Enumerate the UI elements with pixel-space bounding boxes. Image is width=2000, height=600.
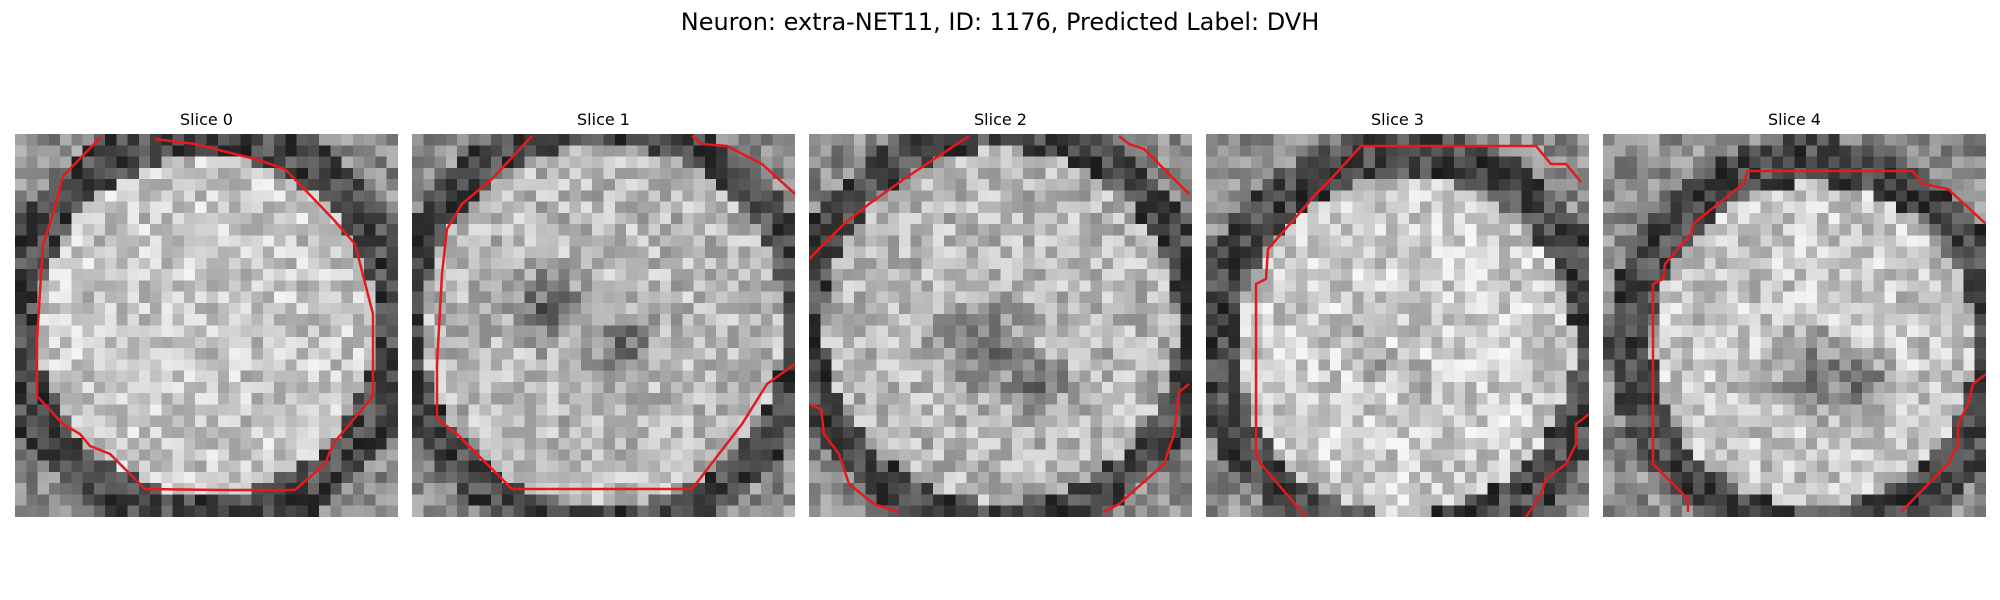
- slice-grayscale-image-3: [1206, 134, 1589, 517]
- cell-contour-1a: [435, 135, 795, 491]
- cell-contour-2a: [809, 134, 970, 260]
- slice-image-1: [412, 134, 795, 517]
- cell-contour-1b: [691, 135, 795, 195]
- slice-contour-overlay-3: [1254, 144, 1589, 517]
- slice-title-2: Slice 2: [974, 110, 1027, 129]
- slice-panel-1: Slice 1: [412, 110, 795, 517]
- slice-contour-overlay-1: [435, 135, 795, 491]
- slice-panel-3: Slice 3: [1206, 110, 1589, 517]
- cell-contour-4a: [1651, 169, 1986, 512]
- cell-contour-3b: [1524, 413, 1589, 517]
- cell-contour-2c: [809, 402, 900, 514]
- slice-title-4: Slice 4: [1768, 110, 1821, 129]
- slice-contour-overlay-4: [1651, 169, 1986, 513]
- slice-image-0: [15, 134, 398, 517]
- slice-title-3: Slice 3: [1371, 110, 1424, 129]
- slice-image-4: [1603, 134, 1986, 517]
- slice-grayscale-image-4: [1603, 134, 1986, 517]
- slice-panel-2: Slice 2: [809, 110, 1192, 517]
- slice-contour-overlay-0: [35, 136, 375, 492]
- cell-contour-3a: [1254, 144, 1582, 517]
- slice-panel-0: Slice 0: [15, 110, 398, 517]
- figure-title: Neuron: extra-NET11, ID: 1176, Predicted…: [680, 8, 1320, 36]
- slice-image-3: [1206, 134, 1589, 517]
- slice-contour-overlay-2: [809, 134, 1190, 514]
- slice-title-0: Slice 0: [180, 110, 233, 129]
- slice-image-2: [809, 134, 1192, 517]
- slice-panel-4: Slice 4: [1603, 110, 1986, 517]
- slice-grayscale-image-2: [809, 134, 1192, 517]
- cell-contour-2d: [1103, 383, 1190, 514]
- cell-contour-4b: [1900, 373, 1986, 513]
- slice-title-1: Slice 1: [577, 110, 630, 129]
- cell-contour-2b: [1118, 135, 1190, 195]
- cell-contour-0: [35, 136, 375, 492]
- slice-grayscale-image-0: [15, 134, 398, 517]
